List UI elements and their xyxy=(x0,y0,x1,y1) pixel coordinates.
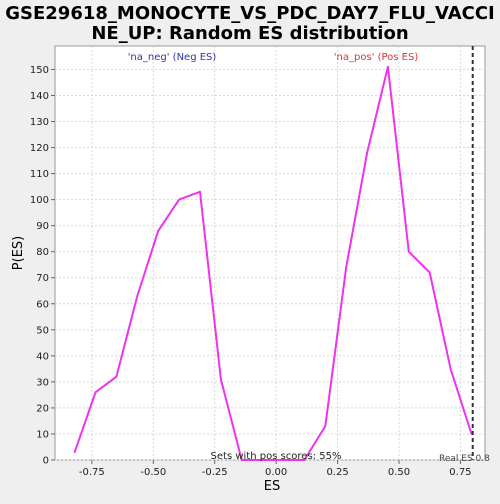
x-tick-label: -0.50 xyxy=(140,467,166,478)
pos-es-label: 'na_pos' (Pos ES) xyxy=(334,52,419,63)
y-tick-label: 130 xyxy=(30,117,49,128)
chart-title-line-1: GSE29618_MONOCYTE_VS_PDC_DAY7_FLU_VACCI xyxy=(5,3,495,24)
data-point xyxy=(137,295,139,297)
x-tick-label: -0.25 xyxy=(202,467,228,478)
y-tick-label: 100 xyxy=(30,195,49,206)
y-tick-label: 150 xyxy=(30,65,49,76)
y-tick-label: 80 xyxy=(36,247,49,258)
data-point xyxy=(324,425,326,427)
y-tick-label: 50 xyxy=(36,325,49,336)
data-point xyxy=(74,451,76,453)
x-tick-label: 0.00 xyxy=(265,467,287,478)
data-point xyxy=(429,272,431,274)
y-tick-label: 60 xyxy=(36,299,49,310)
y-tick-label: 70 xyxy=(36,273,49,284)
chart-title-line-2: NE_UP: Random ES distribution xyxy=(91,23,408,44)
data-point xyxy=(387,66,389,68)
x-tick-label: 0.25 xyxy=(326,467,348,478)
data-point xyxy=(95,392,97,394)
data-point xyxy=(157,230,159,232)
real-es-label: Real ES 0.8 xyxy=(439,454,490,464)
y-axis-label: P(ES) xyxy=(11,236,26,270)
x-axis-label: ES xyxy=(264,479,280,494)
pos-scores-text: Sets with pos scores: 55% xyxy=(211,451,342,462)
data-point xyxy=(220,378,222,380)
y-tick-label: 140 xyxy=(30,91,49,102)
y-tick-label: 20 xyxy=(36,403,49,414)
y-tick-label: 110 xyxy=(30,169,49,180)
data-point xyxy=(450,368,452,370)
x-tick-label: 0.50 xyxy=(388,467,410,478)
data-point xyxy=(199,191,201,193)
data-point xyxy=(178,199,180,201)
data-point xyxy=(116,376,118,378)
y-tick-label: 90 xyxy=(36,221,49,232)
data-point xyxy=(366,152,368,154)
y-tick-label: 40 xyxy=(36,351,49,362)
data-point xyxy=(408,251,410,253)
x-tick-label: 0.75 xyxy=(449,467,471,478)
neg-es-label: 'na_neg' (Neg ES) xyxy=(128,52,217,63)
x-tick-label: -0.75 xyxy=(79,467,105,478)
data-point xyxy=(345,267,347,269)
plot-area xyxy=(55,46,485,460)
y-tick-label: 120 xyxy=(30,143,49,154)
y-tick-label: 30 xyxy=(36,377,49,388)
y-tick-label: 0 xyxy=(43,456,49,467)
y-tick-label: 10 xyxy=(36,429,49,440)
